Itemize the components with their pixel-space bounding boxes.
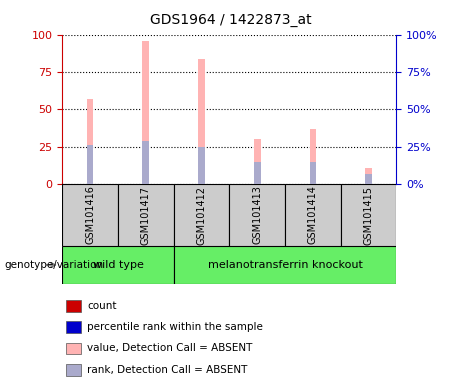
Bar xyxy=(65,343,81,354)
Text: melanotransferrin knockout: melanotransferrin knockout xyxy=(207,260,362,270)
Bar xyxy=(229,184,285,246)
Text: GSM101415: GSM101415 xyxy=(364,185,373,245)
Bar xyxy=(65,300,81,312)
Bar xyxy=(87,146,94,184)
Bar xyxy=(365,168,372,184)
Bar xyxy=(198,147,205,184)
Bar xyxy=(62,246,174,284)
Bar xyxy=(254,139,260,184)
Text: GSM101413: GSM101413 xyxy=(252,185,262,245)
Text: GSM101416: GSM101416 xyxy=(85,185,95,245)
Text: GSM101414: GSM101414 xyxy=(308,185,318,245)
Text: rank, Detection Call = ABSENT: rank, Detection Call = ABSENT xyxy=(87,364,248,375)
Text: count: count xyxy=(87,301,117,311)
Bar xyxy=(174,184,229,246)
Bar xyxy=(142,41,149,184)
Text: wild type: wild type xyxy=(93,260,143,270)
Bar xyxy=(65,364,81,376)
Bar xyxy=(174,246,396,284)
Bar xyxy=(118,184,174,246)
Bar xyxy=(341,184,396,246)
Bar xyxy=(65,321,81,333)
Text: GSM101417: GSM101417 xyxy=(141,185,151,245)
Bar xyxy=(87,99,94,184)
Text: GDS1964 / 1422873_at: GDS1964 / 1422873_at xyxy=(150,13,311,27)
Bar xyxy=(62,184,118,246)
Text: GSM101412: GSM101412 xyxy=(196,185,207,245)
Bar xyxy=(310,129,316,184)
Bar xyxy=(198,58,205,184)
Bar xyxy=(142,141,149,184)
Bar xyxy=(254,162,260,184)
Bar xyxy=(285,184,341,246)
Bar xyxy=(365,174,372,184)
Text: percentile rank within the sample: percentile rank within the sample xyxy=(87,322,263,333)
Text: value, Detection Call = ABSENT: value, Detection Call = ABSENT xyxy=(87,343,253,354)
Bar xyxy=(310,162,316,184)
Text: genotype/variation: genotype/variation xyxy=(5,260,104,270)
